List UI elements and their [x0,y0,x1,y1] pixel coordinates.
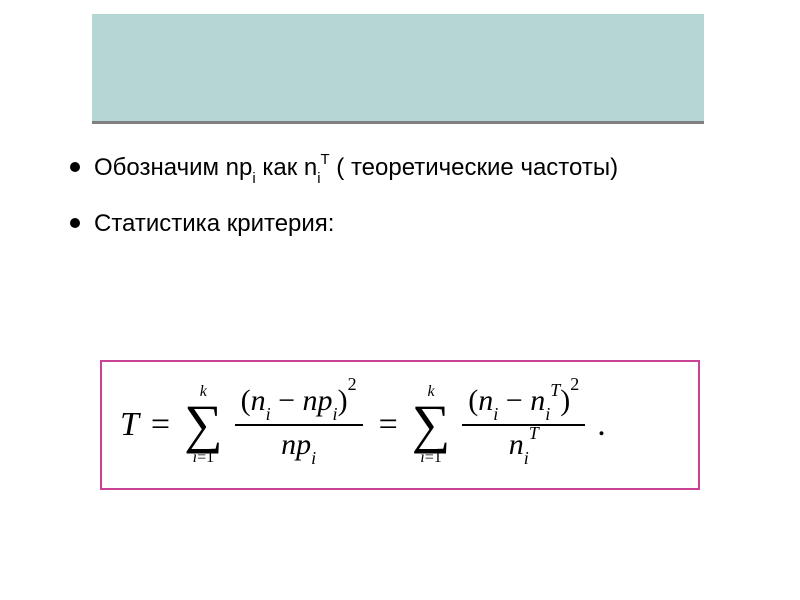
sigma-symbol-2: ∑ [412,402,451,448]
text-suffix: ( теоретические частоты) [330,154,618,181]
equals-1: = [151,406,170,444]
frac1-den: npi [275,426,322,468]
sigma-lower-2: i=1 [420,450,441,466]
sigma-2: k ∑ i=1 [412,384,451,466]
bullet-text-2: Статистика критерия: [94,206,334,242]
content-area: Обозначим npi как niT ( теоретические ча… [70,150,730,260]
text-sub2: i [317,171,320,187]
bullet-dot-icon [70,218,80,228]
formula: T = k ∑ i=1 (ni − npi)2 npi = k ∑ i=1 (n… [120,382,606,468]
bullet-item-1: Обозначим npi как niT ( теоретические ча… [70,150,730,188]
formula-period: . [597,406,606,444]
text-sub1: i [252,171,255,187]
fraction-2: (ni − niT)2 niT [462,382,585,468]
bullet-item-2: Статистика критерия: [70,206,730,242]
sigma-1: k ∑ i=1 [184,384,223,466]
text-prefix: Обозначим np [94,154,252,181]
frac2-den: niT [503,426,545,468]
formula-box: T = k ∑ i=1 (ni − npi)2 npi = k ∑ i=1 (n… [100,360,700,490]
frac1-num: (ni − npi)2 [235,382,363,424]
text-mid: как n [256,154,318,181]
bullet-text-1: Обозначим npi как niT ( теоретические ча… [94,150,618,188]
text-sup2: T [321,152,330,168]
fraction-1: (ni − npi)2 npi [235,382,363,468]
sigma-symbol-1: ∑ [184,402,223,448]
header-band [92,14,704,124]
frac2-num: (ni − niT)2 [462,382,585,424]
bullet-dot-icon [70,162,80,172]
sigma-lower-1: i=1 [193,450,214,466]
equals-2: = [379,406,398,444]
formula-lhs: T [120,406,139,444]
